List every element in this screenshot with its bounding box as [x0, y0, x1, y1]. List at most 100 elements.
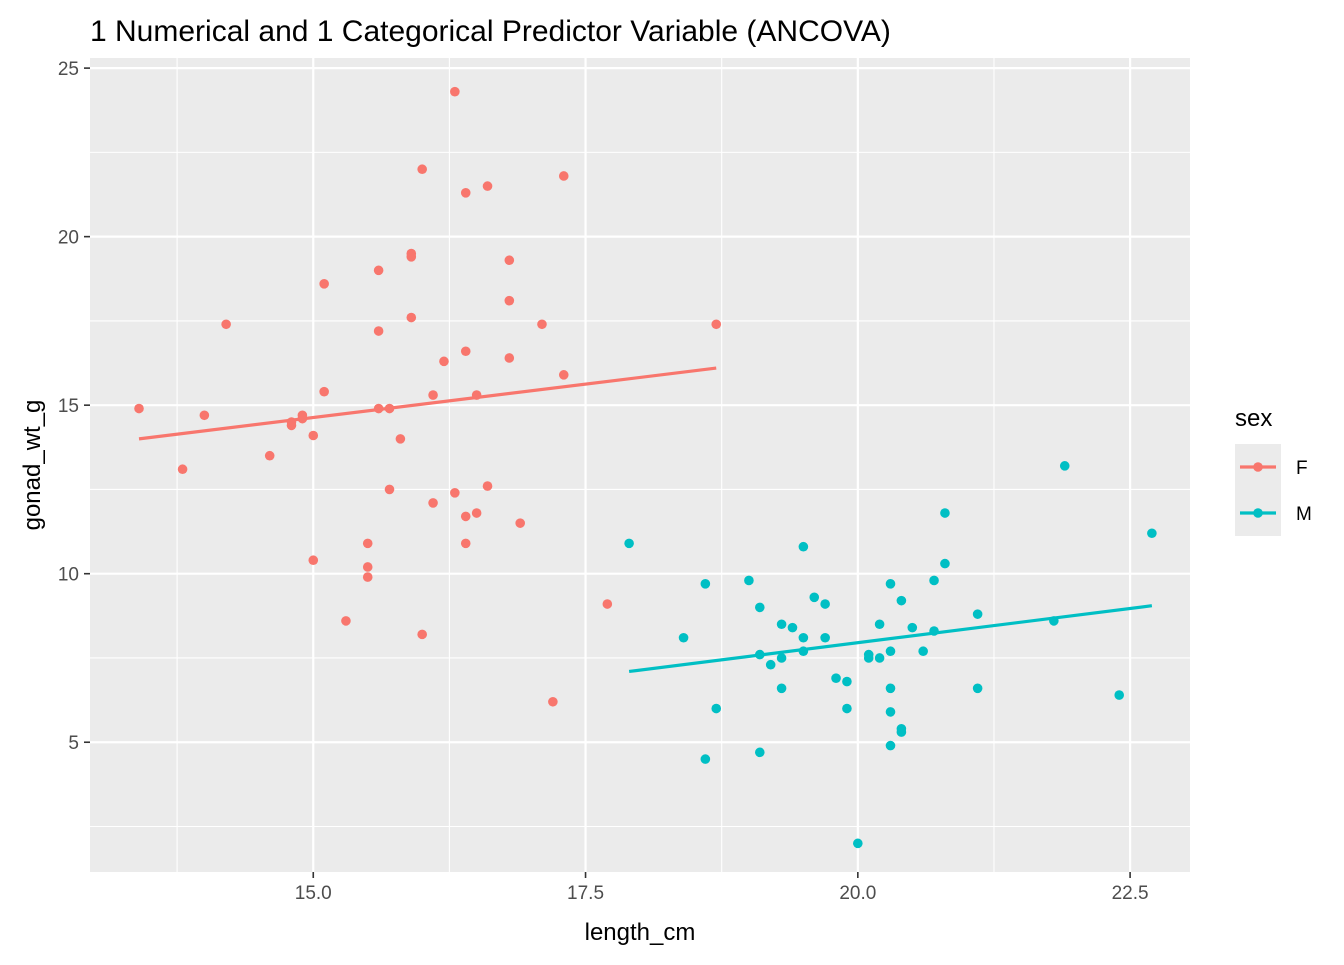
- y-tick-label: 25: [58, 59, 79, 80]
- point-m: [831, 673, 841, 683]
- point-f: [460, 346, 471, 357]
- x-axis: 15.0 17.5 20.0 22.5: [295, 872, 1149, 904]
- point-f: [558, 370, 569, 380]
- point-f: [504, 255, 515, 266]
- regression-lines: [138, 366, 1153, 674]
- point-f: [417, 164, 427, 175]
- point-f: [264, 450, 275, 461]
- point-f: [417, 629, 427, 640]
- x-tick-label: 20.0: [839, 883, 876, 904]
- point-f: [428, 498, 438, 508]
- point-m: [896, 595, 907, 606]
- point-f: [602, 599, 613, 609]
- point-m: [929, 626, 939, 636]
- point-f: [177, 464, 188, 475]
- point-m: [853, 838, 863, 849]
- point-m: [798, 646, 809, 657]
- point-m: [863, 653, 874, 663]
- point-m: [929, 575, 939, 586]
- chart-title: 1 Numerical and 1 Categorical Predictor …: [90, 15, 891, 48]
- point-f: [558, 171, 569, 181]
- point-f: [460, 538, 471, 549]
- point-f: [362, 562, 373, 572]
- point-m: [940, 508, 950, 518]
- point-f: [482, 481, 493, 491]
- point-f: [482, 181, 493, 191]
- point-m: [820, 632, 830, 643]
- point-m: [885, 707, 896, 717]
- point-m: [885, 740, 896, 751]
- fit-line-f: [138, 366, 717, 441]
- point-m: [874, 653, 885, 663]
- point-f: [450, 488, 460, 498]
- point-m: [776, 619, 787, 630]
- y-axis-title: gonad_wt_g: [19, 400, 46, 531]
- point-f: [384, 484, 395, 495]
- point-m: [744, 575, 754, 586]
- legend-dot-m: [1253, 508, 1263, 518]
- point-f: [504, 295, 515, 306]
- point-m: [787, 622, 798, 633]
- legend-label-f: F: [1296, 458, 1308, 479]
- point-f: [460, 511, 471, 522]
- point-m: [972, 609, 983, 619]
- y-axis: 5 10 15 20 25: [58, 59, 90, 754]
- point-f: [515, 518, 525, 528]
- point-f: [362, 538, 373, 549]
- y-tick-label: 15: [58, 396, 79, 417]
- point-f: [406, 252, 417, 262]
- legend-title: sex: [1235, 405, 1272, 432]
- major-gridlines: [90, 58, 1190, 872]
- point-f: [319, 386, 329, 397]
- point-f: [450, 86, 460, 97]
- point-m: [700, 754, 711, 764]
- point-f: [471, 390, 482, 400]
- point-f: [308, 430, 319, 441]
- point-f: [308, 555, 319, 566]
- x-tick-label: 15.0: [295, 883, 332, 904]
- point-m: [820, 599, 830, 609]
- point-m: [918, 646, 928, 657]
- point-m: [874, 619, 885, 630]
- point-m: [755, 649, 765, 660]
- y-tick-label: 10: [58, 565, 79, 586]
- point-f: [711, 319, 722, 330]
- point-f: [373, 265, 384, 276]
- point-f: [341, 616, 351, 626]
- point-m: [798, 632, 809, 643]
- point-m: [678, 632, 689, 643]
- point-m: [776, 653, 787, 663]
- point-m: [809, 592, 820, 603]
- y-tick-label: 20: [58, 228, 79, 249]
- point-m: [765, 659, 776, 670]
- point-m: [972, 683, 983, 694]
- point-f: [460, 188, 471, 198]
- point-f: [373, 326, 384, 336]
- point-f: [373, 403, 384, 414]
- point-m: [624, 538, 634, 549]
- point-f: [384, 403, 395, 414]
- point-m: [700, 579, 711, 589]
- point-m: [1114, 690, 1125, 700]
- point-m: [842, 703, 852, 714]
- point-f: [406, 312, 417, 323]
- data-points: [134, 86, 1157, 849]
- point-f: [297, 413, 308, 424]
- point-f: [221, 319, 231, 330]
- point-f: [471, 508, 482, 518]
- point-f: [286, 417, 297, 427]
- point-f: [439, 356, 449, 367]
- y-tick-label: 5: [68, 733, 79, 754]
- fit-line-m: [628, 604, 1153, 674]
- x-tick-label: 22.5: [1112, 883, 1149, 904]
- point-m: [896, 727, 907, 737]
- minor-gridlines: [90, 58, 1190, 872]
- point-m: [798, 541, 809, 552]
- point-f: [199, 410, 210, 421]
- point-m: [1059, 461, 1070, 471]
- point-f: [319, 279, 329, 289]
- x-axis-title: length_cm: [585, 919, 696, 946]
- legend-label-m: M: [1296, 504, 1312, 525]
- legend-dot-f: [1253, 462, 1263, 472]
- point-m: [940, 558, 950, 569]
